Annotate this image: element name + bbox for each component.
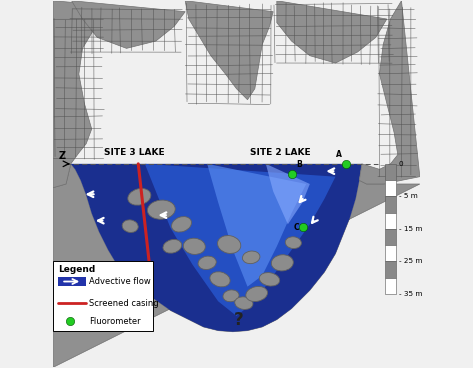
PathPatch shape [53,164,420,367]
PathPatch shape [359,1,420,184]
Text: - 15 m: - 15 m [399,226,422,232]
Ellipse shape [148,200,175,219]
Ellipse shape [246,286,268,301]
Text: Legend: Legend [58,265,96,274]
Bar [385,164,396,180]
FancyBboxPatch shape [53,261,153,331]
PathPatch shape [53,1,134,188]
Text: 0: 0 [399,161,403,167]
Ellipse shape [272,255,293,271]
Ellipse shape [163,240,182,253]
Bar [385,180,396,197]
Text: A: A [336,151,342,159]
PathPatch shape [71,164,362,332]
Ellipse shape [210,272,230,287]
PathPatch shape [207,164,306,287]
PathPatch shape [145,164,335,316]
Text: - 5 m: - 5 m [399,193,418,199]
PathPatch shape [266,164,310,224]
Bar [385,261,396,278]
Bar [385,229,396,245]
PathPatch shape [71,1,185,48]
Text: ?: ? [234,311,243,329]
Ellipse shape [218,236,241,254]
Text: ?: ? [139,270,149,287]
Text: B: B [296,160,302,169]
Bar [58,277,86,286]
Ellipse shape [172,217,192,232]
Text: Advective flow: Advective flow [89,277,151,286]
Ellipse shape [128,188,151,205]
PathPatch shape [277,1,387,63]
Bar [385,213,396,229]
Ellipse shape [198,256,216,269]
Ellipse shape [285,237,301,248]
Ellipse shape [223,290,239,302]
PathPatch shape [185,1,273,100]
Text: SITE 3 LAKE: SITE 3 LAKE [104,148,164,156]
Ellipse shape [259,273,280,286]
Ellipse shape [184,238,205,254]
Ellipse shape [242,251,260,263]
Text: - 35 m: - 35 m [399,291,422,297]
Text: SITE 2 LAKE: SITE 2 LAKE [250,148,311,156]
Bar [385,278,396,294]
Ellipse shape [235,297,253,309]
Bar [385,245,396,261]
Ellipse shape [122,220,138,233]
Text: - 25 m: - 25 m [399,258,422,265]
Text: Z: Z [59,151,66,161]
Bar [385,197,396,213]
Text: Screened casing: Screened casing [89,299,159,308]
Text: Fluorometer: Fluorometer [89,317,141,326]
Text: C: C [294,223,299,232]
